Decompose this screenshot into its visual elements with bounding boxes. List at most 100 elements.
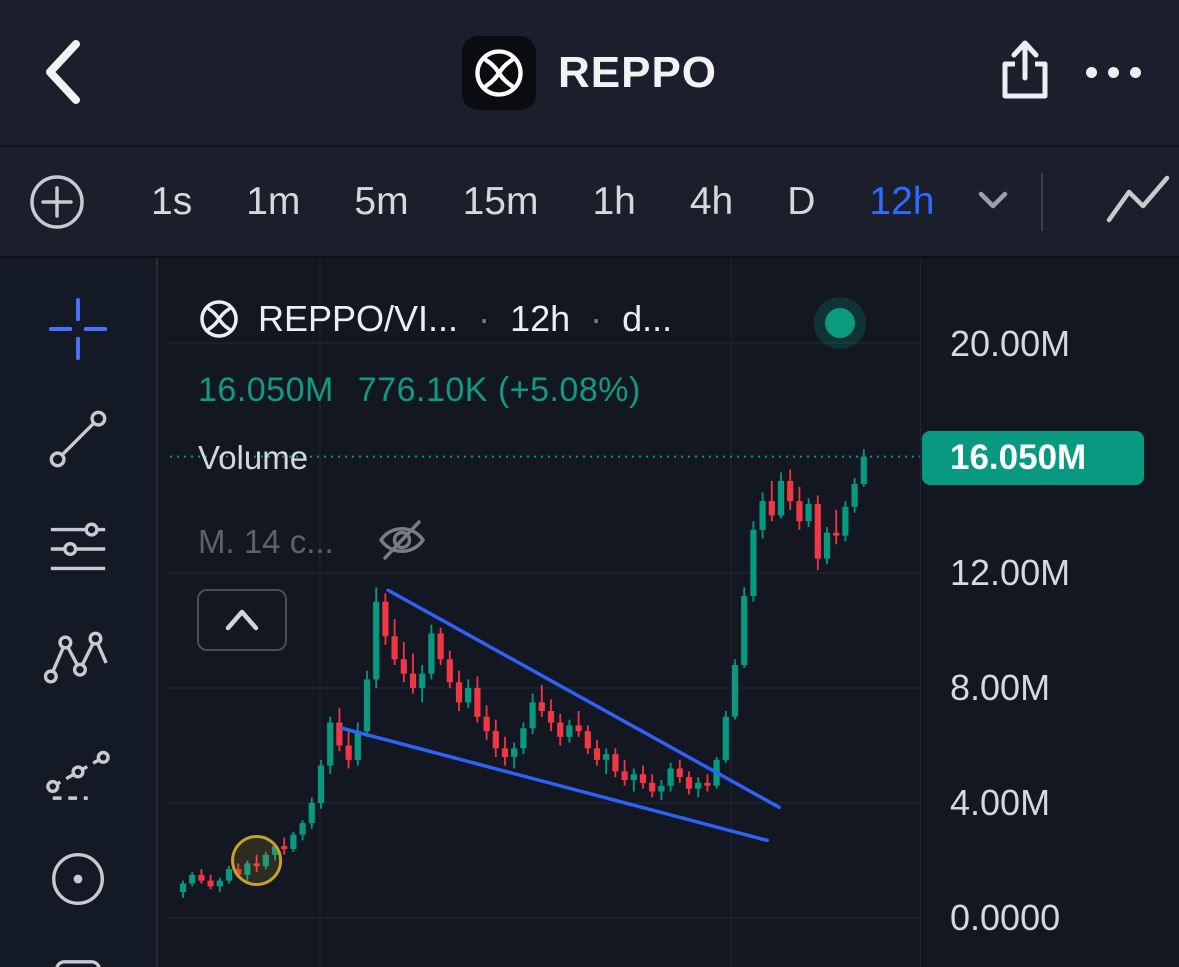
candle-body: [474, 688, 481, 717]
market-status-ring: [814, 297, 866, 349]
timeframe-1m[interactable]: 1m: [225, 170, 321, 234]
change-value: 776.10K (+5.08%): [357, 371, 641, 409]
candle-body: [308, 803, 315, 824]
trend-line-tool-button[interactable]: [44, 406, 112, 472]
drawing-tools-sidebar: [0, 258, 158, 967]
reppo-logo-small-icon: [200, 300, 238, 338]
candle-body: [419, 673, 426, 688]
timeframe-5m[interactable]: 5m: [333, 170, 429, 234]
candle-body: [317, 765, 325, 803]
timeframe-dropdown-button[interactable]: [967, 177, 1019, 226]
current-price-badge: 16.050M: [922, 431, 1144, 485]
indicator-visibility-button[interactable]: [376, 516, 428, 567]
candle-body: [336, 722, 343, 746]
candle-body: [603, 754, 610, 760]
axis-divider: [920, 258, 921, 967]
chevron-left-icon: [46, 40, 80, 104]
ellipsis-icon: [1085, 66, 1097, 78]
chart-region: REPPO/VI... · 12h · d... 16.050M 776.10K…: [158, 258, 1179, 967]
horizontal-lines-tool-button[interactable]: [44, 516, 112, 582]
candle-body: [685, 777, 693, 789]
candle-body: [483, 716, 490, 732]
candle-body: [354, 731, 361, 760]
candle-body: [363, 679, 371, 732]
candle-body: [584, 731, 591, 749]
xabcd-pattern-tool-button[interactable]: [43, 626, 112, 692]
chart-style-group: [1019, 168, 1179, 235]
candle-body: [750, 529, 757, 596]
timeframe-D[interactable]: D: [766, 170, 836, 234]
candle-body: [511, 748, 518, 757]
timeframe-4h[interactable]: 4h: [669, 170, 754, 234]
chevron-up-icon: [225, 609, 259, 631]
candle-body: [741, 596, 748, 665]
candle-body: [198, 874, 205, 881]
app-header: REPPO: [0, 0, 1179, 145]
symbol-legend[interactable]: REPPO/VI... · 12h · d...: [196, 296, 672, 342]
candle-body: [465, 688, 472, 703]
price-axis[interactable]: 20.00M 16.050M 12.00M 8.00M 4.00M 0.0000: [920, 258, 1179, 967]
crosshair-tool-button[interactable]: [44, 296, 112, 362]
candle-body: [216, 880, 223, 887]
trend-projection-tool-button[interactable]: [44, 736, 112, 802]
timeframe-12h[interactable]: 12h: [848, 170, 955, 234]
annotation-circle[interactable]: [231, 835, 283, 886]
plus-circle-icon: [30, 174, 84, 229]
wedge-lower[interactable]: [340, 726, 769, 843]
candle-body: [814, 504, 821, 559]
candle-body: [851, 483, 858, 507]
candle-body: [409, 673, 417, 688]
price-axis-label: 20.00M: [950, 323, 1071, 364]
candle-body: [538, 702, 545, 711]
trend-line-icon: [49, 410, 107, 468]
candle-body: [253, 863, 260, 867]
candle-body: [658, 785, 665, 792]
candle-body: [676, 768, 683, 778]
candle-body: [501, 748, 509, 757]
candle-body: [575, 725, 582, 732]
candle-body: [566, 725, 573, 737]
chart-toolbar: 1s 1m 5m 15m 1h 4h D 12h: [0, 145, 1179, 258]
more-options-button[interactable]: [1071, 46, 1155, 98]
candle-body: [179, 883, 187, 893]
candle-body: [667, 768, 674, 786]
price-stats: 16.050M 776.10K (+5.08%): [198, 371, 641, 410]
candle-body: [630, 774, 637, 780]
candle-body: [520, 728, 527, 749]
candle-body: [593, 748, 601, 760]
indicator-row: M. 14 c...: [198, 516, 428, 567]
price-axis-label: 0.0000: [950, 897, 1061, 938]
candle-body: [492, 731, 499, 749]
pane-label[interactable]: Volume: [198, 439, 309, 476]
wedge-upper[interactable]: [386, 588, 781, 810]
app-title: REPPO: [557, 47, 718, 97]
candle-body: [271, 846, 279, 855]
rectangle-tool-button[interactable]: [44, 956, 112, 967]
line-chart-icon: [1107, 175, 1170, 223]
candle-body: [649, 782, 656, 792]
candle-body: [639, 774, 647, 783]
candle-body: [428, 633, 435, 674]
candle-body: [695, 782, 702, 789]
circle-tool-button[interactable]: [44, 846, 112, 912]
candle-body: [290, 834, 297, 849]
candle-body: [612, 754, 619, 772]
timeframe-1h[interactable]: 1h: [571, 170, 656, 234]
symbol-name: REPPO/VI...: [258, 298, 459, 339]
share-button[interactable]: [993, 36, 1057, 108]
horizontal-lines-icon: [50, 522, 106, 571]
candle-body: [557, 722, 564, 737]
collapse-legend-button[interactable]: [197, 589, 287, 651]
candlestick-chart[interactable]: [158, 258, 1179, 967]
candle-body: [529, 702, 536, 729]
candle-body: [446, 659, 453, 683]
timeframe-15m[interactable]: 15m: [442, 170, 560, 234]
line-style-button[interactable]: [1105, 174, 1171, 229]
candle-body: [621, 771, 628, 780]
timeframe-1s[interactable]: 1s: [130, 170, 213, 234]
eye-slash-icon: [378, 520, 425, 560]
add-button[interactable]: [28, 173, 86, 231]
candle-body: [787, 481, 794, 502]
candle-body: [455, 682, 463, 703]
back-button[interactable]: [36, 36, 92, 108]
